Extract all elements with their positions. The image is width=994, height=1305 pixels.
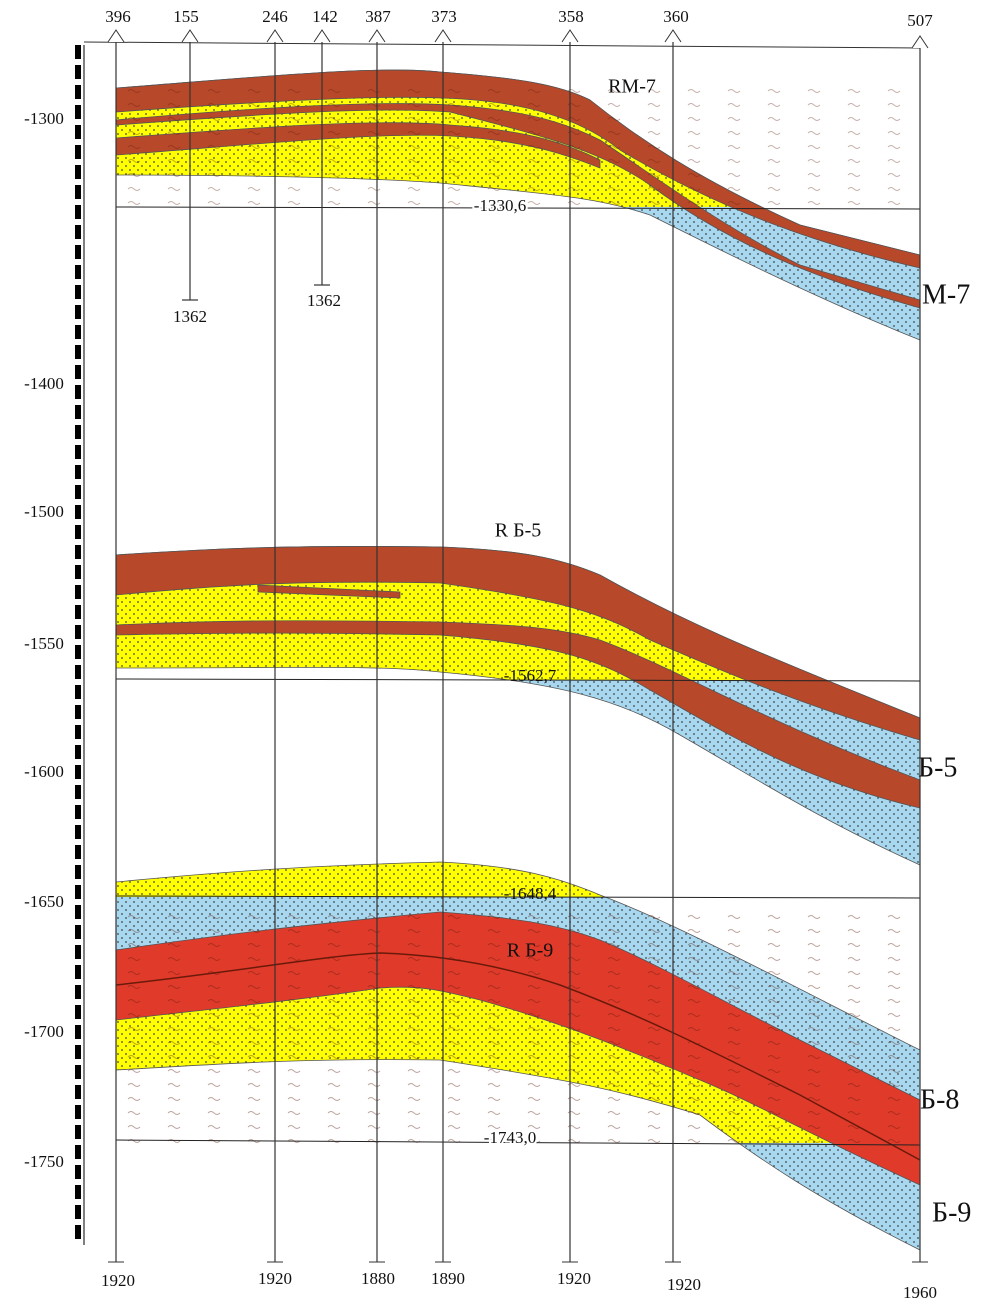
contact-line	[115, 895, 921, 899]
depth-label: -1700	[24, 1022, 64, 1041]
depth-label: -1600	[24, 762, 64, 781]
well-number: 507	[907, 11, 933, 30]
depth-label: -1500	[24, 502, 64, 521]
reservoir-label: R Б-5	[495, 520, 541, 542]
contact-label: -1648,4	[504, 884, 557, 903]
well-number: 373	[431, 7, 457, 26]
well-depth: 1362	[173, 307, 207, 326]
well-number: 387	[365, 7, 391, 26]
well-depth: 1920	[667, 1275, 701, 1294]
section-m7	[115, 69, 921, 341]
contact-label: -1562,7	[504, 666, 557, 685]
contact-label: -1330,6	[474, 196, 526, 215]
well-depth: 1920	[101, 1271, 135, 1290]
well-depth: 1920	[557, 1269, 591, 1288]
layer-label: Б-9	[932, 1197, 971, 1228]
well-number: 358	[558, 7, 584, 26]
depth-label: -1550	[24, 634, 64, 653]
well-number: 360	[663, 7, 689, 26]
contact-line	[115, 1139, 921, 1146]
well-number: 246	[262, 7, 288, 26]
section-b5	[115, 545, 921, 866]
depth-label: -1750	[24, 1152, 64, 1171]
top-line	[83, 41, 921, 49]
contact-line	[115, 206, 921, 210]
depth-label: -1400	[24, 374, 64, 393]
section-b9	[115, 861, 921, 1251]
well-depth: 1960	[903, 1283, 937, 1302]
well-depth: 1920	[258, 1269, 292, 1288]
well-number: 155	[173, 7, 199, 26]
layer-label: Б-5	[918, 752, 957, 783]
layer-label: Б-8	[920, 1084, 959, 1115]
reservoir-label: RM-7	[608, 76, 656, 98]
reservoir-label: R Б-9	[507, 940, 553, 962]
well-depth: 1880	[361, 1269, 395, 1288]
well-depth: 1890	[431, 1269, 465, 1288]
well-depth: 1362	[307, 291, 341, 310]
contact-line	[115, 678, 921, 682]
well-number: 142	[312, 7, 338, 26]
depth-label: -1650	[24, 892, 64, 911]
layer-label: M-7	[922, 279, 970, 310]
depth-label: -1300	[24, 109, 64, 128]
contact-label: -1743,0	[484, 1128, 536, 1147]
well-number: 396	[105, 7, 131, 26]
wells	[107, 29, 929, 1263]
